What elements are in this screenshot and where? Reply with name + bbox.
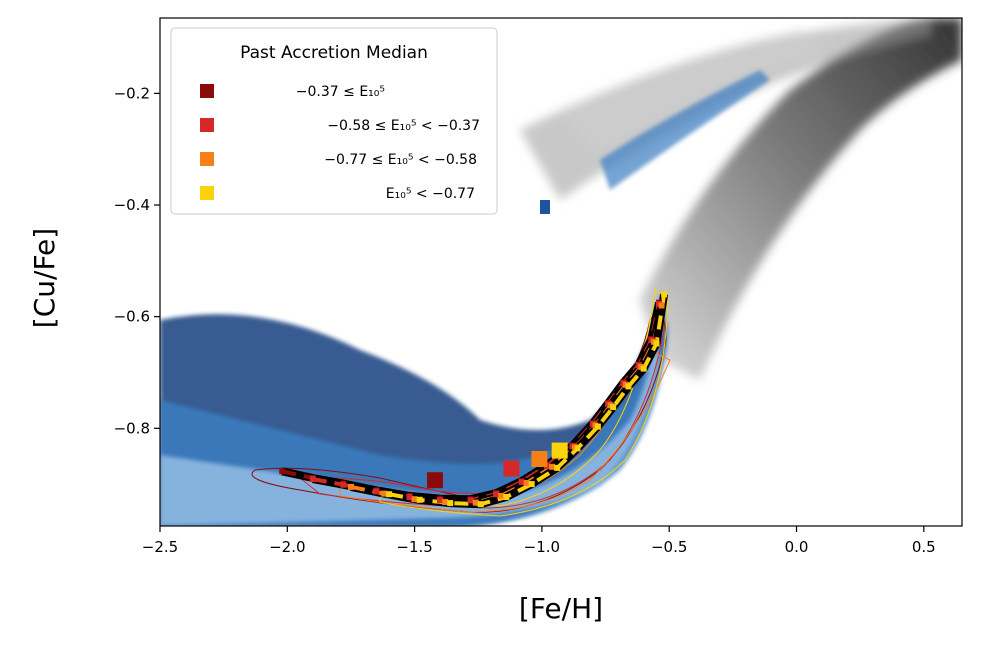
legend-label-0: −0.37 ≤ E₁₀⁵ — [296, 84, 385, 100]
median-point — [348, 483, 354, 490]
legend-marker-1 — [200, 118, 214, 132]
median-point — [340, 481, 347, 488]
legend: Past Accretion Median −0.37 ≤ E₁₀⁵ −0.58… — [170, 27, 498, 215]
x-tick-label: 0.5 — [912, 538, 936, 556]
x-tick-label: −2.5 — [142, 538, 178, 556]
median-point — [498, 492, 505, 499]
median-markers — [279, 291, 668, 508]
median-point — [437, 497, 444, 504]
y-axis-title: [Cu/Fe] — [28, 228, 61, 328]
legend-label-1: −0.58 ≤ E₁₀⁵ < −0.37 — [327, 118, 480, 134]
x-tick-label: −2.0 — [269, 538, 305, 556]
x-tick-label: −0.5 — [651, 538, 687, 556]
median-point — [658, 302, 665, 309]
median-point — [523, 480, 530, 486]
y-axis-ticks: −0.2 −0.4 −0.6 −0.8 — [114, 84, 160, 437]
median-marker-3 — [551, 442, 568, 459]
median-point — [309, 476, 316, 483]
y-tick-label: −0.6 — [114, 308, 150, 326]
legend-marker-3 — [200, 186, 214, 200]
y-tick-label: −0.4 — [114, 196, 150, 214]
legend-marker-0 — [200, 84, 214, 98]
x-axis-ticks: −2.5 −2.0 −1.5 −1.0 −0.5 0.0 0.5 — [142, 526, 936, 556]
plot-frame — [159, 17, 963, 527]
median-point — [549, 463, 556, 470]
x-tick-label: 0.0 — [785, 538, 809, 556]
median-point — [442, 499, 449, 505]
y-tick-label: −0.2 — [114, 84, 150, 102]
median-point — [373, 488, 380, 495]
median-point — [472, 499, 479, 506]
median-point — [640, 365, 647, 372]
legend-label-3: E₁₀⁵ < −0.77 — [386, 186, 475, 202]
median-point — [574, 445, 581, 452]
median-point — [518, 478, 525, 485]
median-point — [447, 500, 454, 507]
median-point — [411, 496, 418, 503]
median-marker-2 — [531, 451, 548, 467]
legend-marker-2 — [200, 152, 214, 166]
x-tick-label: −1.5 — [396, 538, 432, 556]
median-point — [416, 496, 423, 503]
x-tick-label: −1.0 — [524, 538, 560, 556]
median-track-3 — [388, 293, 667, 507]
plot-area — [160, 18, 962, 526]
median-point — [528, 481, 535, 488]
median-point — [279, 468, 286, 475]
median-marker-1 — [503, 460, 520, 477]
median-point — [406, 494, 413, 500]
median-point — [610, 404, 617, 411]
legend-box — [170, 27, 498, 215]
median-point — [554, 464, 561, 471]
y-tick-label: −0.8 — [114, 419, 150, 437]
median-point — [594, 423, 601, 430]
median-point — [477, 501, 484, 508]
median-point — [386, 491, 393, 498]
median-point — [653, 340, 660, 347]
median-point — [503, 494, 510, 500]
median-point — [467, 497, 474, 504]
x-axis-title: [Fe/H] — [519, 592, 603, 625]
median-marker-0 — [427, 472, 443, 489]
median-point — [661, 291, 668, 298]
median-point — [625, 383, 632, 390]
legend-label-2: −0.77 ≤ E₁₀⁵ < −0.58 — [324, 152, 477, 168]
median-point — [493, 491, 500, 498]
legend-title: Past Accretion Median — [240, 43, 428, 63]
median-point — [381, 490, 388, 497]
